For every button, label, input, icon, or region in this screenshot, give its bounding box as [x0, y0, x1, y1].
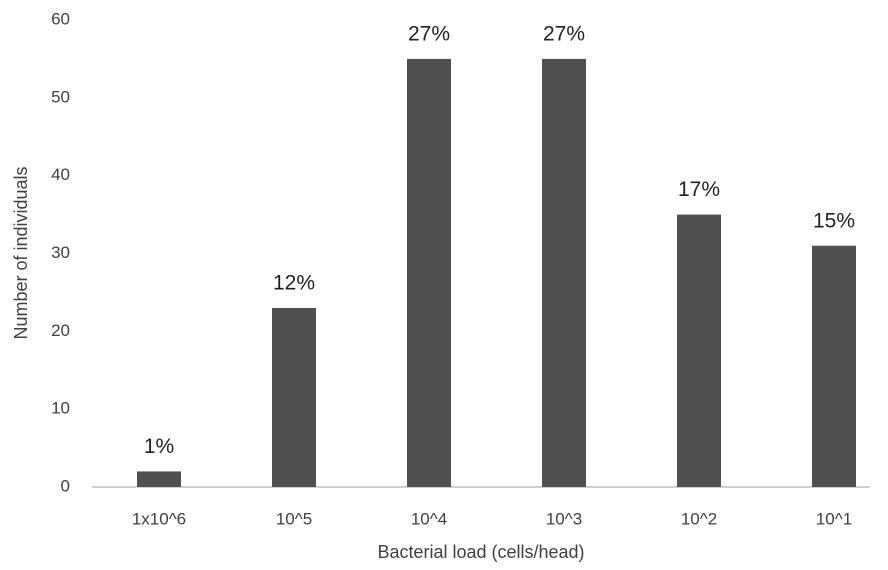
bar: [137, 471, 181, 487]
x-tick-label: 10^4: [411, 509, 447, 528]
value-label: 15%: [813, 209, 855, 232]
y-tick-label: 50: [51, 87, 70, 106]
value-label: 1%: [144, 435, 174, 458]
bar: [407, 58, 451, 488]
x-tick-label: 10^5: [276, 509, 312, 528]
y-tick-label: 10: [51, 399, 70, 418]
x-axis-title: Bacterial load (cells/head): [377, 542, 584, 562]
value-label: 17%: [678, 178, 720, 201]
value-label: 27%: [408, 22, 450, 45]
x-tick-label: 10^2: [681, 509, 717, 528]
value-label: 12%: [273, 272, 315, 295]
y-tick-label: 30: [51, 243, 70, 262]
bar: [542, 58, 586, 488]
y-tick-label: 0: [61, 476, 70, 495]
bar: [677, 214, 721, 488]
y-tick-label: 60: [51, 9, 70, 28]
y-axis-title: Number of individuals: [11, 166, 31, 339]
x-tick-label: 10^1: [816, 509, 852, 528]
value-label: 27%: [543, 22, 585, 45]
y-tick-label: 40: [51, 165, 70, 184]
bar: [272, 307, 316, 487]
x-tick-label: 10^3: [546, 509, 582, 528]
x-tick-label: 1x10^6: [132, 509, 186, 528]
y-tick-label: 20: [51, 321, 70, 340]
bar: [812, 245, 856, 487]
